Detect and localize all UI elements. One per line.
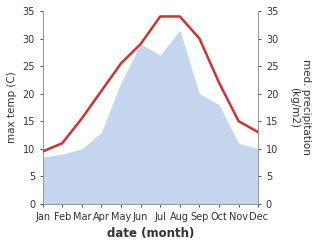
Y-axis label: med. precipitation
(kg/m2): med. precipitation (kg/m2)	[289, 60, 311, 155]
Y-axis label: max temp (C): max temp (C)	[7, 72, 17, 143]
X-axis label: date (month): date (month)	[107, 227, 194, 240]
